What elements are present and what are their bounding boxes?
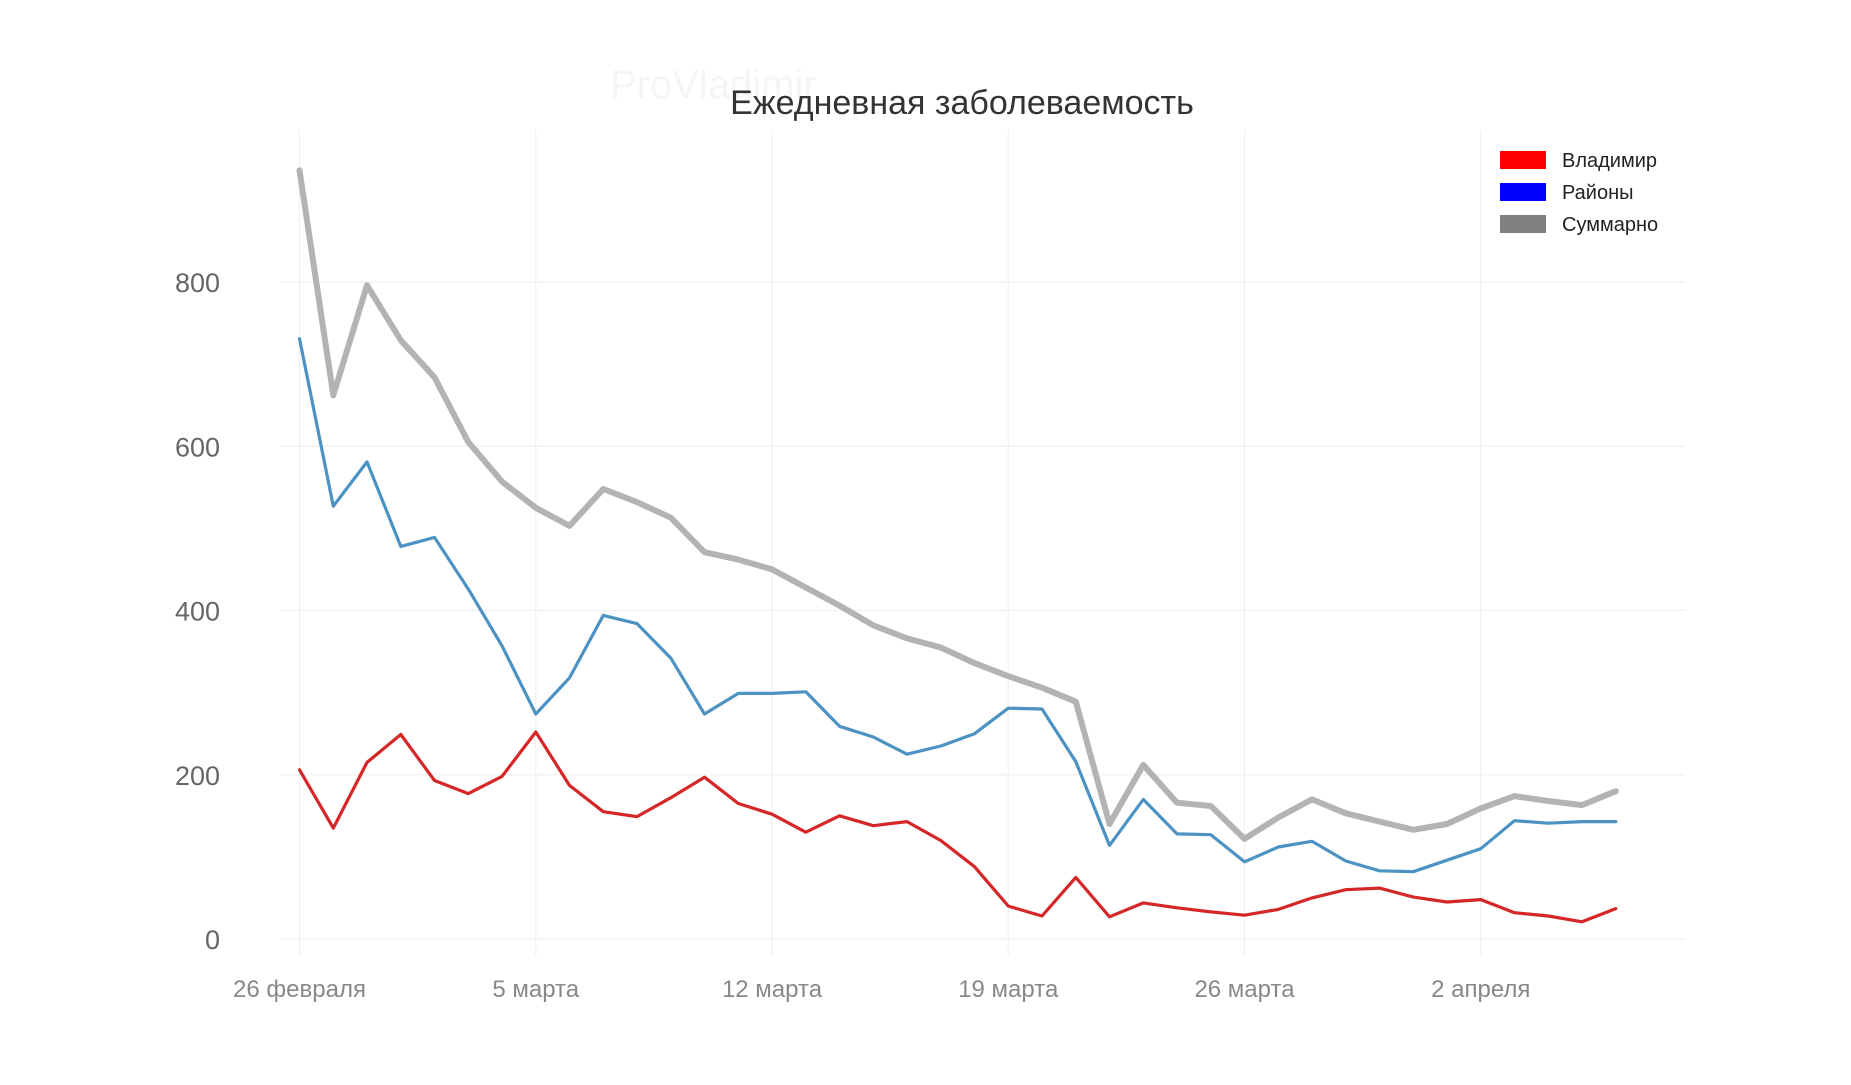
legend-label: Районы xyxy=(1562,182,1634,204)
series-lines xyxy=(296,167,1619,924)
series-line-total xyxy=(296,167,1619,842)
legend-item[interactable]: Суммарно xyxy=(1500,214,1658,236)
series-line-districts xyxy=(297,337,1618,874)
series-line-vladimir xyxy=(297,730,1618,924)
chart-title: Ежедневная заболеваемость xyxy=(730,84,1194,122)
x-axis: 26 февраля 5 марта 12 марта 19 марта 26 март… xyxy=(233,976,1530,1003)
x-tick-label: 5 марта xyxy=(492,976,579,1003)
x-tick-label: 2 апреля xyxy=(1431,976,1530,1003)
legend-swatch xyxy=(1500,151,1546,169)
legend-item[interactable]: Владимир xyxy=(1500,150,1657,172)
grid xyxy=(280,130,1685,955)
y-axis: 0 200 400 600 800 xyxy=(175,268,220,955)
y-tick-label: 0 xyxy=(205,925,220,955)
x-tick-label: 26 февраля xyxy=(233,976,366,1003)
legend-label: Владимир xyxy=(1562,150,1657,172)
y-tick-label: 600 xyxy=(175,432,220,462)
legend-swatch xyxy=(1500,183,1546,201)
legend-label: Суммарно xyxy=(1562,214,1658,236)
y-tick-label: 400 xyxy=(175,597,220,627)
watermark: ProVladimir xyxy=(610,63,817,107)
x-tick-label: 12 марта xyxy=(722,976,823,1003)
legend[interactable]: Владимир Районы Суммарно xyxy=(1500,150,1658,236)
y-tick-label: 800 xyxy=(175,268,220,298)
legend-item[interactable]: Районы xyxy=(1500,182,1634,204)
x-tick-label: 26 марта xyxy=(1194,976,1295,1003)
y-tick-label: 200 xyxy=(175,761,220,791)
x-tick-label: 19 марта xyxy=(958,976,1059,1003)
legend-swatch xyxy=(1500,215,1546,233)
